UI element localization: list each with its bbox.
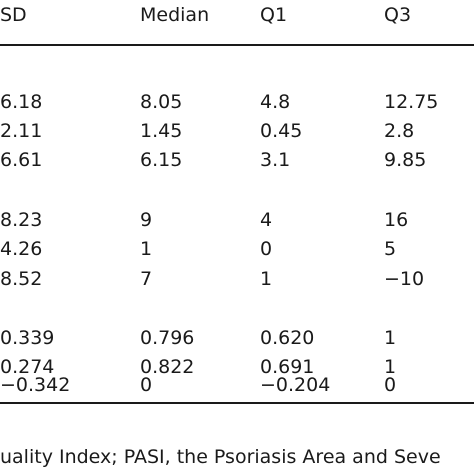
cell-median: 8.05 <box>140 91 183 113</box>
cell-q3: 1 <box>384 327 397 349</box>
table-row: 8.23 9 4 16 <box>0 207 474 233</box>
cell-sd: 4.26 <box>0 238 43 260</box>
table-row: 6.18 8.05 4.8 12.75 <box>0 89 474 115</box>
cell-q3: −10 <box>384 268 425 290</box>
cell-median: 9 <box>140 209 153 231</box>
cell-q3: 2.8 <box>384 120 415 142</box>
cell-sd: 8.52 <box>0 268 43 290</box>
cell-median: 0.822 <box>140 356 195 378</box>
table-row: 2.11 1.45 0.45 2.8 <box>0 118 474 144</box>
cell-q1: 0.691 <box>260 356 315 378</box>
cell-median: 6.15 <box>140 149 183 171</box>
bottom-rule <box>0 402 474 404</box>
table-row: 4.26 1 0 5 <box>0 236 474 262</box>
cell-q3: 16 <box>384 209 409 231</box>
cell-sd: 2.11 <box>0 120 43 142</box>
cell-q1: −0.204 <box>260 374 331 396</box>
cell-q1: 0.620 <box>260 327 315 349</box>
cell-q1: 0 <box>260 238 273 260</box>
header-median: Median <box>140 4 210 26</box>
cell-q1: 4 <box>260 209 273 231</box>
cell-median: 1 <box>140 238 153 260</box>
table-row: 8.52 7 1 −10 <box>0 266 474 292</box>
table-row: 0.274 0.822 0.691 1 <box>0 354 474 380</box>
cell-median: 7 <box>140 268 153 290</box>
cell-q3: 12.75 <box>384 91 439 113</box>
cell-q3: 1 <box>384 356 397 378</box>
cell-q1: 0.45 <box>260 120 303 142</box>
table-row: 6.61 6.15 3.1 9.85 <box>0 147 474 173</box>
cell-q3: 0 <box>384 374 397 396</box>
table-header-row: SD Median Q1 Q3 <box>0 2 474 28</box>
table-row: 0.339 0.796 0.620 1 <box>0 325 474 351</box>
header-sd: SD <box>0 4 27 26</box>
cell-q1: 1 <box>260 268 273 290</box>
table-footnote: uality Index; PASI, the Psoriasis Area a… <box>0 446 441 468</box>
cell-sd: 8.23 <box>0 209 43 231</box>
cell-q1: 4.8 <box>260 91 291 113</box>
header-rule <box>0 44 474 46</box>
header-q1: Q1 <box>260 4 288 26</box>
cell-sd: 0.339 <box>0 327 55 349</box>
cell-q3: 5 <box>384 238 397 260</box>
cell-sd: 6.18 <box>0 91 43 113</box>
cell-sd: 6.61 <box>0 149 43 171</box>
cell-q1: 3.1 <box>260 149 291 171</box>
table-row: −0.342 0 −0.204 0 <box>0 372 474 398</box>
cell-median: 0.796 <box>140 327 195 349</box>
cell-sd: −0.342 <box>0 374 71 396</box>
cell-sd: 0.274 <box>0 356 55 378</box>
cell-q3: 9.85 <box>384 149 427 171</box>
header-q3: Q3 <box>384 4 412 26</box>
cell-median: 1.45 <box>140 120 183 142</box>
cell-median: 0 <box>140 374 153 396</box>
